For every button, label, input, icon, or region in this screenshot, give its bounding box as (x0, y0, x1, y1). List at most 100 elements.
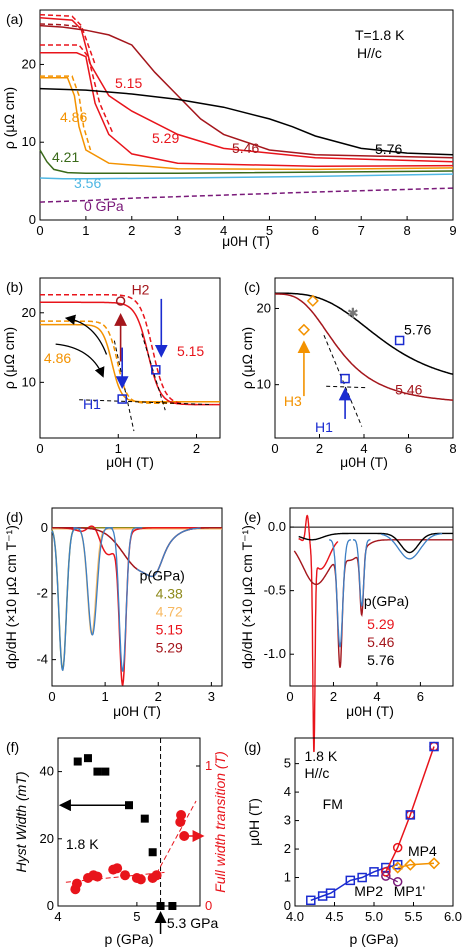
curve-label: 5.46 (395, 382, 422, 398)
y-tick-label: 3 (284, 813, 291, 828)
H1-marker (394, 335, 405, 346)
data-point (357, 872, 367, 883)
series-line (40, 44, 115, 135)
y-tick-label: 1 (205, 758, 212, 773)
annotation: 5.3 GPa (167, 915, 219, 931)
x-tick-label: 6 (312, 223, 319, 238)
series-line (298, 532, 453, 554)
curve-label: 3.56 (74, 175, 101, 191)
annotation: FM (323, 796, 343, 812)
panel-label: (g) (244, 739, 261, 755)
y-axis-label: dρ/dH (×10 μΩ cm T⁻¹) (3, 525, 19, 669)
x-axis-label: p (GPa) (104, 931, 153, 947)
legend-title: p(GPa) (364, 593, 409, 609)
H1-marker (151, 365, 161, 375)
annotation: 1.8 K (304, 748, 337, 764)
curve-label: 5.15 (115, 75, 142, 91)
x-tick-label: 0 (36, 223, 43, 238)
series-line (39, 149, 454, 175)
data-point (306, 895, 316, 906)
x-tick-label: 8 (449, 441, 456, 456)
curve-label: H1 (83, 396, 101, 412)
series-line (385, 875, 398, 883)
panel-label: (c) (244, 279, 260, 295)
data-point (148, 848, 157, 857)
series-line (293, 539, 453, 668)
series-line (136, 527, 201, 578)
curve-label: 5.76 (375, 141, 402, 157)
legend-entry: 5.15 (156, 622, 183, 638)
y-tick-label: 4 (284, 784, 291, 799)
series-line (381, 533, 443, 560)
arrow (64, 314, 108, 355)
x-tick-label: 4 (54, 909, 61, 924)
data-point (429, 741, 439, 752)
series-line (73, 527, 114, 636)
x-tick-label: 6 (417, 689, 424, 704)
series-line (39, 87, 454, 156)
data-point (404, 858, 417, 871)
panel-label: (e) (244, 509, 261, 525)
star-marker: ✱ (347, 305, 359, 321)
data-point (345, 875, 356, 886)
data-point (176, 810, 187, 820)
x-axis-label: p (GPa) (349, 931, 398, 947)
y-tick-label: 0 (205, 898, 212, 913)
curve-label: 5.15 (177, 343, 204, 359)
legend-entry: 5.29 (367, 616, 394, 632)
curve-label: 0 GPa (84, 198, 124, 214)
x-tick-label: 2 (155, 689, 162, 704)
data-point (92, 871, 103, 882)
tangent-line (113, 340, 135, 432)
H3-marker (306, 294, 319, 307)
x-tick-label: 8 (403, 223, 410, 238)
curve-label: 4.86 (44, 350, 71, 366)
y-axis-label-right: Full width transition (T) (212, 751, 228, 893)
x-tick-label: 1 (115, 441, 122, 456)
x-tick-label: 4 (360, 441, 367, 456)
tangent-line (141, 333, 166, 411)
x-tick-label: 1 (102, 689, 109, 704)
series-line (39, 23, 82, 28)
tangent-line (323, 334, 363, 427)
series-line (52, 525, 222, 686)
H3-marker (297, 323, 310, 336)
H1-marker (117, 394, 127, 404)
y-tick-label: 20 (22, 305, 36, 320)
y-tick-label: 10 (22, 134, 36, 149)
series-line (40, 75, 92, 151)
curve-label: 5.76 (404, 321, 431, 337)
y-tick-label: -1.0 (264, 646, 286, 661)
data-point (369, 867, 379, 877)
legend-entry: 5.46 (367, 634, 394, 650)
data-point (392, 842, 403, 853)
x-axis-label: μ0H (T) (222, 233, 270, 249)
series-line (40, 320, 181, 404)
data-point (120, 870, 131, 881)
curve-label: H1 (315, 419, 333, 435)
y-tick-label: 5 (284, 756, 291, 771)
series-line (39, 17, 454, 163)
series-line (40, 301, 220, 406)
x-tick-label: 3 (208, 689, 215, 704)
x-tick-label: 7 (358, 223, 365, 238)
y-tick-label: 0 (41, 520, 48, 535)
y-tick-label: 0 (47, 898, 54, 913)
data-point (93, 767, 102, 776)
data-point (325, 888, 336, 898)
series-line (39, 173, 454, 180)
y-tick-label: 1 (284, 870, 291, 885)
x-tick-label: 0 (286, 689, 293, 704)
series-line (40, 76, 454, 171)
series-line (39, 13, 96, 65)
x-tick-label: 1 (82, 223, 89, 238)
x-axis-label: μ0H (T) (113, 703, 161, 719)
x-tick-label: 0 (48, 689, 55, 704)
x-tick-label: 6.0 (444, 909, 462, 924)
y-tick-label: 20 (257, 300, 271, 315)
data-point (73, 757, 82, 766)
x-axis-label: μ0H (T) (106, 454, 154, 470)
y-axis-label: ρ (μΩ cm) (1, 327, 17, 389)
data-point (71, 878, 82, 889)
curve-label: 5.46 (232, 140, 259, 156)
